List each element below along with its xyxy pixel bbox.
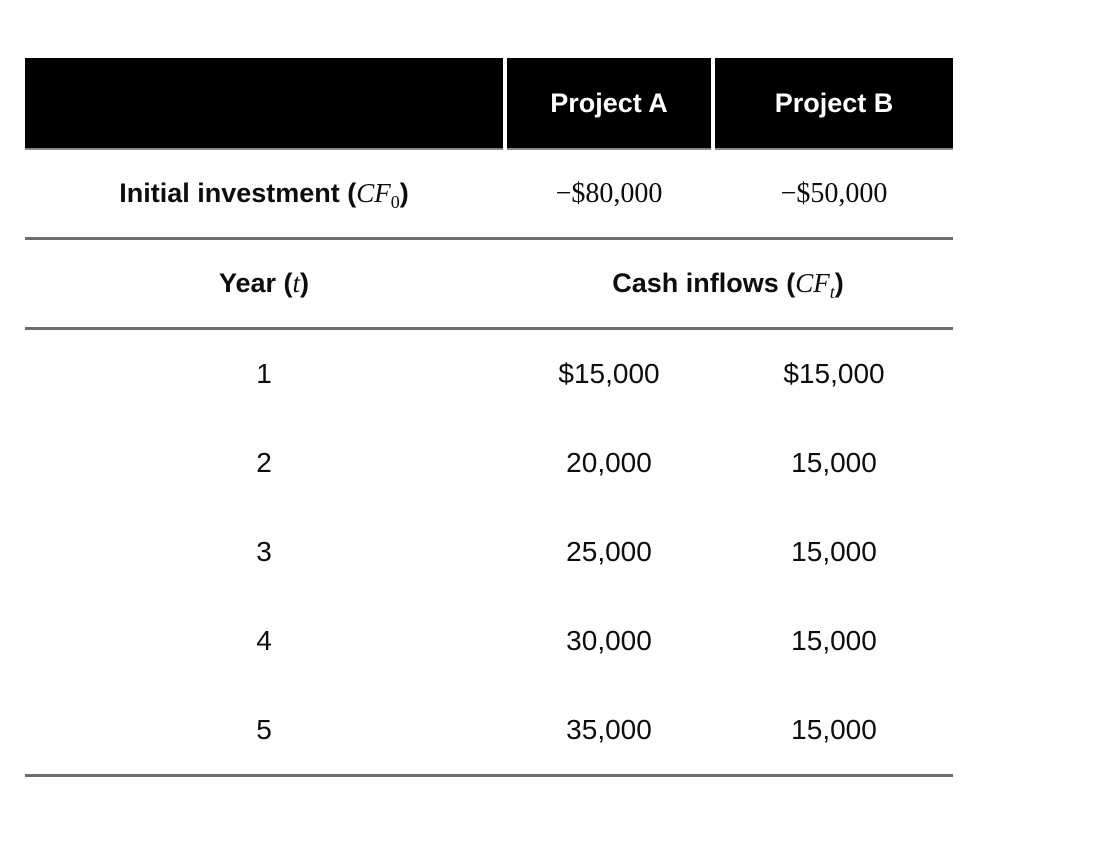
project-a-cell: 35,000 (566, 713, 652, 745)
initial-investment-project-b: −$50,000 (780, 177, 888, 209)
label-text: Initial investment ( (119, 178, 357, 208)
year-header: Year (t) (25, 268, 503, 299)
inflows-label-text: Cash inflows ( (612, 268, 796, 298)
t-symbol: t (292, 268, 301, 298)
project-b-cell: 15,000 (791, 713, 877, 745)
year-cell: 2 (256, 447, 272, 479)
year-cell: 4 (256, 624, 272, 656)
project-b-cell: 15,000 (791, 447, 877, 479)
header-project-b: Project B (715, 58, 953, 150)
year-label-text: Year ( (218, 268, 293, 298)
project-a-cell: $15,000 (558, 358, 660, 390)
project-a-cell: 30,000 (566, 624, 652, 656)
section-header-row: Year (t) Cash inflows (CFt) (25, 240, 953, 330)
year-cell: 3 (256, 535, 272, 567)
project-b-cell: $15,000 (783, 358, 885, 390)
cash-inflows-header: Cash inflows (CFt) (503, 268, 953, 302)
year-cell: 5 (256, 713, 272, 745)
initial-investment-row: Initial investment (CF0) −$80,000 −$50,0… (25, 150, 953, 240)
cf0-symbol: CF0 (356, 178, 400, 212)
header-gap (503, 58, 507, 150)
table-header-row: Project A Project B (25, 58, 953, 150)
cft-symbol: CFt (795, 268, 835, 302)
label-close-paren: ) (399, 178, 409, 208)
header-gap (711, 58, 715, 150)
table-body: 1 $15,000 $15,000 2 20,000 15,000 3 25,0… (25, 330, 953, 777)
project-b-cell: 15,000 (791, 624, 877, 656)
initial-investment-label: Initial investment (CF0) (25, 178, 503, 212)
project-a-cell: 25,000 (566, 535, 652, 567)
project-b-cell: 15,000 (791, 535, 877, 567)
table-row: 1 $15,000 $15,000 (25, 330, 953, 419)
table-row: 3 25,000 15,000 (25, 508, 953, 597)
table-row: 5 35,000 15,000 (25, 685, 953, 774)
initial-investment-project-a: −$80,000 (555, 177, 663, 209)
header-project-a: Project A (507, 58, 711, 150)
inflows-close-paren: ) (834, 268, 844, 298)
cash-flow-table: Project A Project B Initial investment (… (25, 58, 953, 777)
year-cell: 1 (256, 358, 272, 390)
project-a-cell: 20,000 (566, 447, 652, 479)
table-row: 4 30,000 15,000 (25, 596, 953, 685)
table-row: 2 20,000 15,000 (25, 419, 953, 508)
header-blank-cell (25, 58, 503, 150)
year-close-paren: ) (300, 268, 310, 298)
